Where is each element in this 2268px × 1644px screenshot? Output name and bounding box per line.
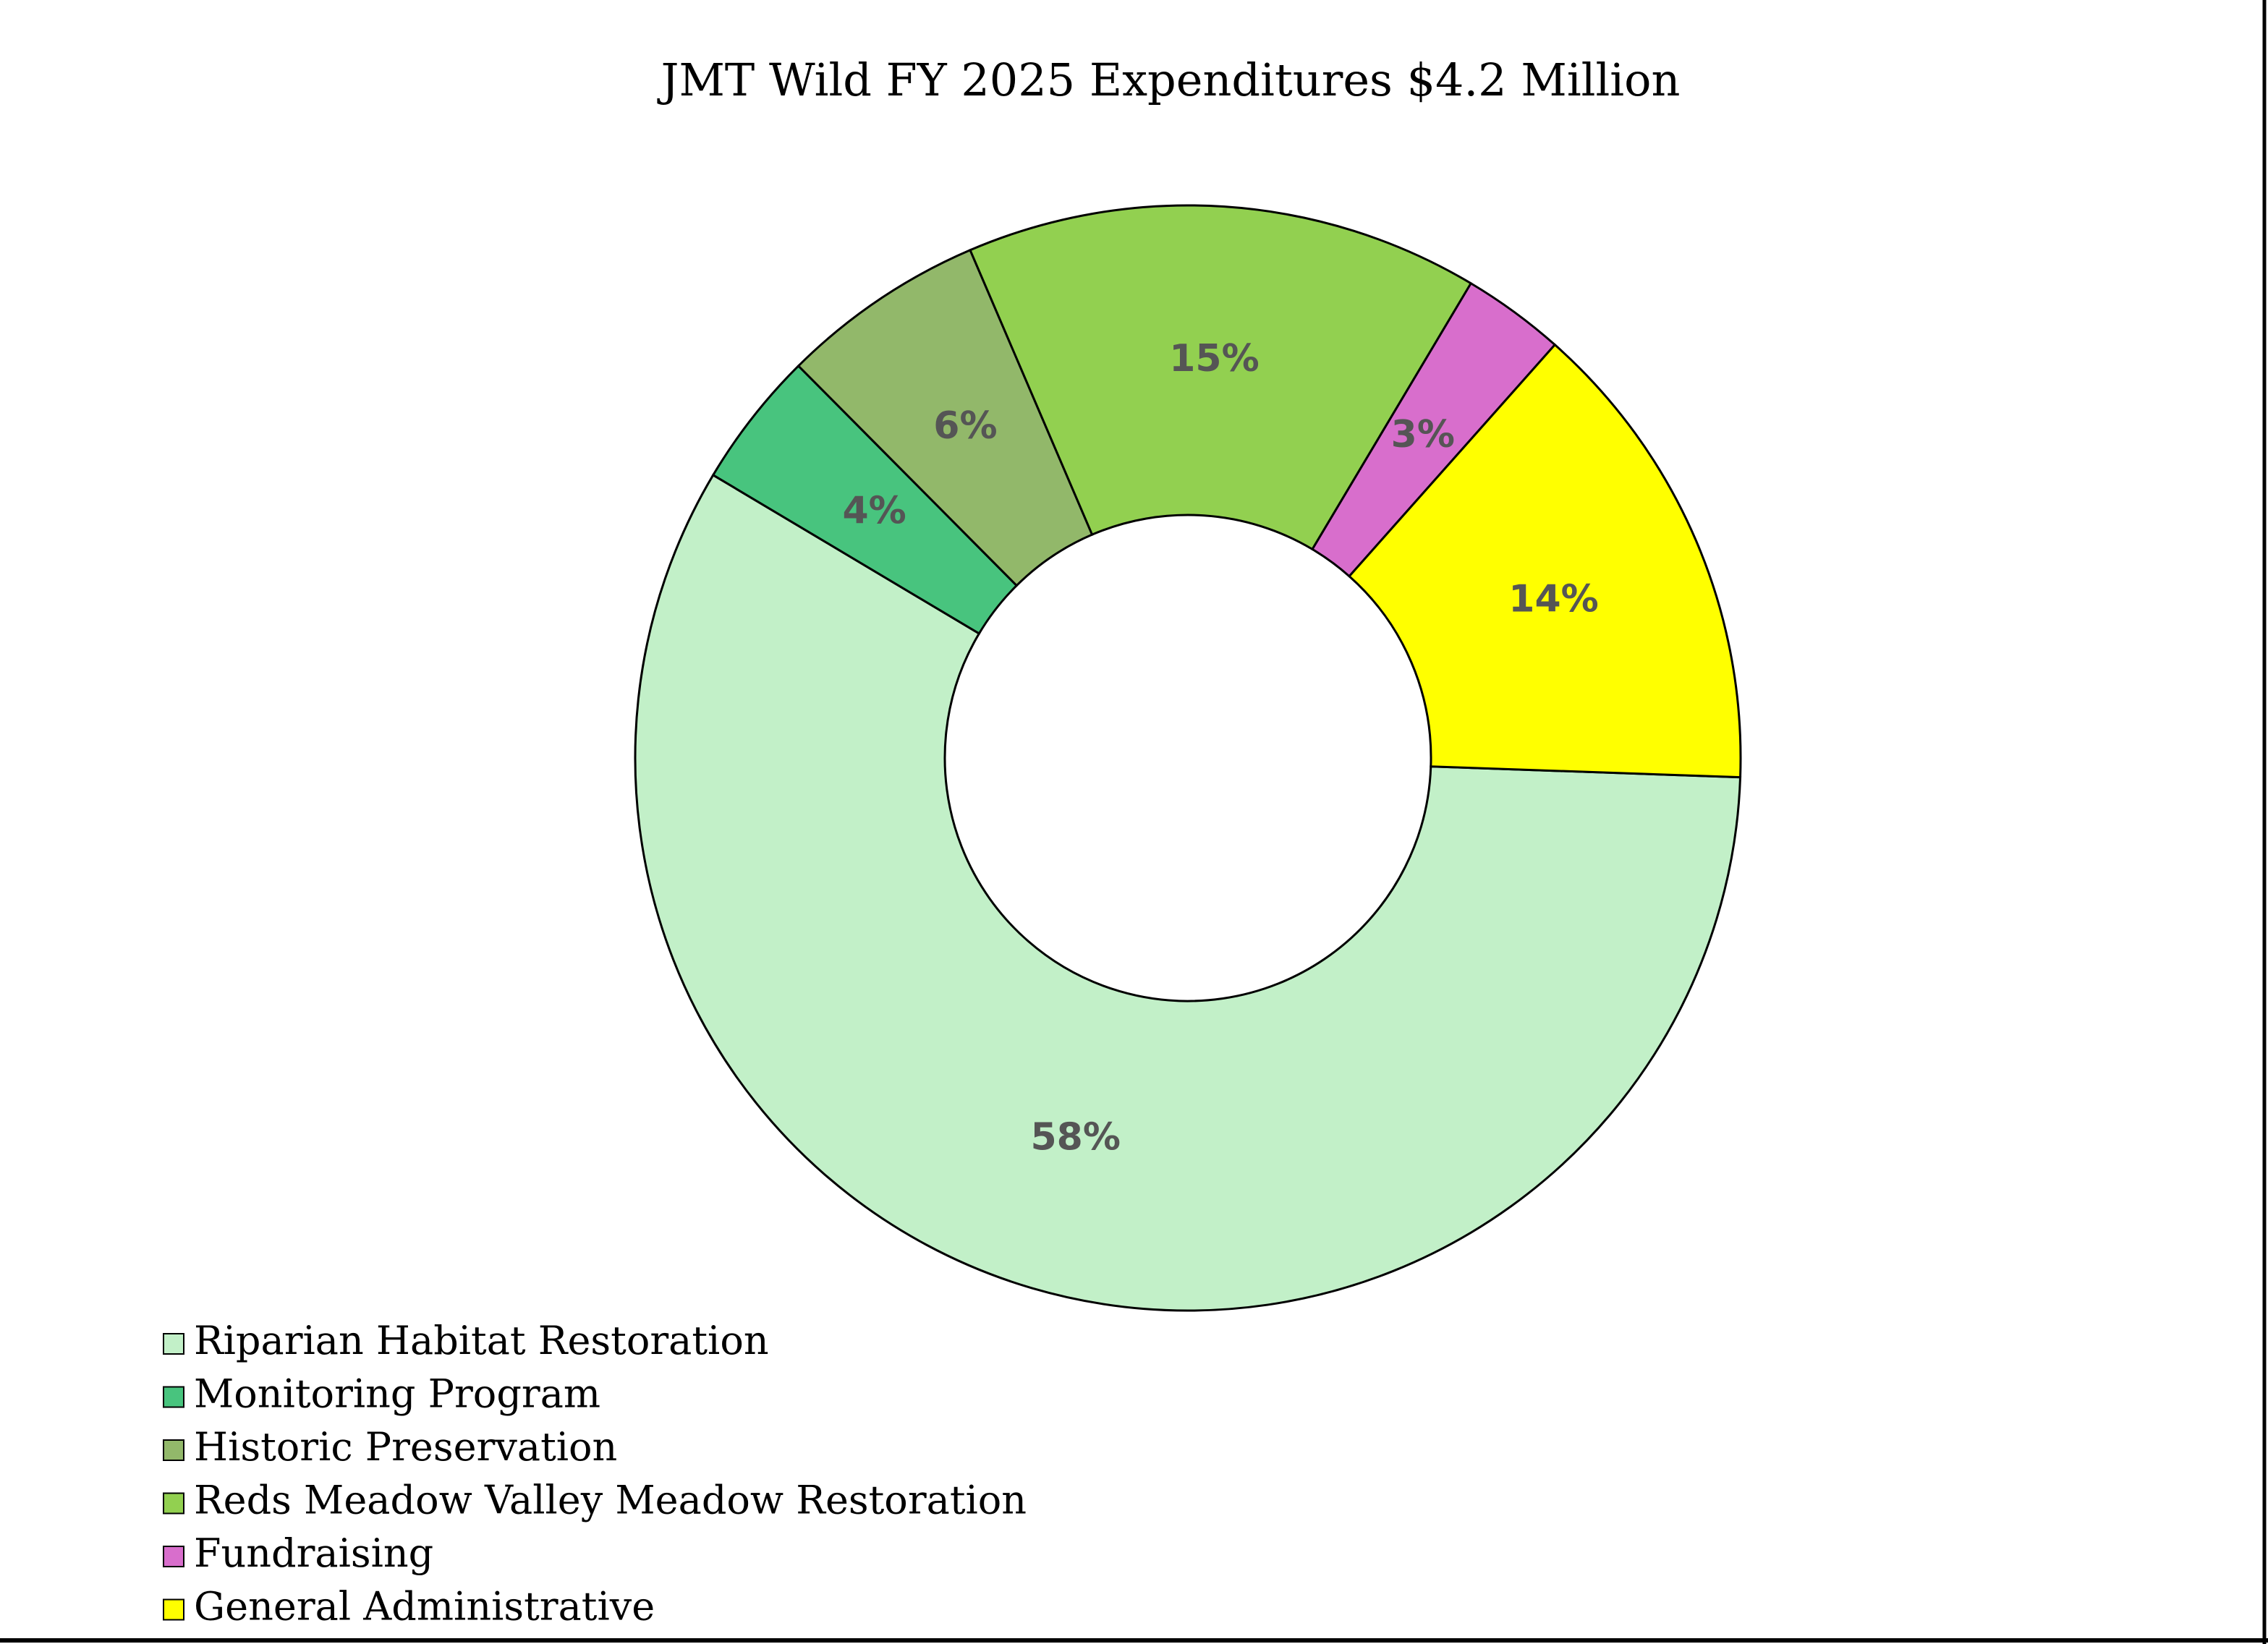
slice-label-fundraising: 3%	[1391, 413, 1455, 456]
legend-label-reds-meadow-valley-meadow-restoration: Reds Meadow Valley Meadow Restoration	[194, 1478, 1027, 1523]
slice-reds-meadow-valley-meadow-restoration	[969, 204, 1473, 551]
legend-label-general-administrative: General Administrative	[194, 1584, 655, 1630]
slice-labels: 58% 4% 6% 15% 3% 14%	[842, 337, 1598, 1159]
legend-label-fundraising: Fundraising	[194, 1530, 433, 1576]
slice-label-general-administrative: 14%	[1508, 577, 1598, 621]
legend-swatch-reds-meadow-valley-meadow-restoration	[163, 1492, 184, 1515]
chart-title: JMT Wild FY 2025 Expenditures $4.2 Milli…	[657, 54, 1681, 106]
legend-swatch-riparian-habitat-restoration	[163, 1333, 184, 1355]
legend-swatch-fundraising	[163, 1546, 184, 1567]
slice-label-historic-preservation: 6%	[933, 404, 997, 448]
legend-swatch-monitoring-program	[163, 1386, 184, 1408]
donut-slices	[634, 204, 1742, 1312]
slice-label-riparian-habitat-restoration: 58%	[1030, 1116, 1120, 1159]
slice-riparian-habitat-restoration	[634, 473, 1742, 1312]
legend-swatch-general-administrative	[163, 1598, 184, 1621]
slice-general-administrative	[1347, 343, 1742, 779]
legend-swatch-historic-preservation	[163, 1439, 184, 1461]
slice-label-reds-meadow-valley-meadow-restoration: 15%	[1169, 337, 1259, 380]
slice-label-monitoring-program: 4%	[842, 489, 906, 532]
legend-label-riparian-habitat-restoration: Riparian Habitat Restoration	[194, 1318, 769, 1363]
legend-label-monitoring-program: Monitoring Program	[194, 1371, 600, 1417]
legend: Riparian Habitat Restoration Monitoring P…	[163, 1318, 1027, 1630]
legend-label-historic-preservation: Historic Preservation	[194, 1424, 617, 1470]
